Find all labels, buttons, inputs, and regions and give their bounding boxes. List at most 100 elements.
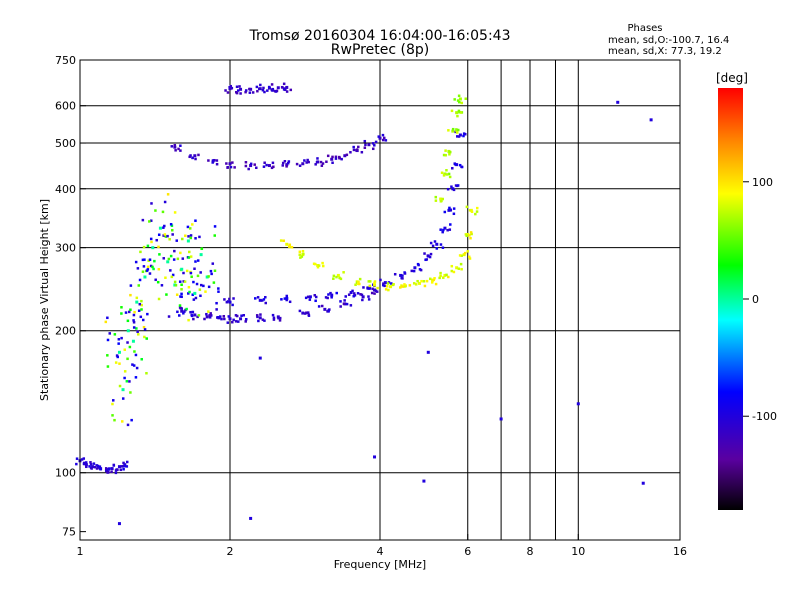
data-point xyxy=(499,417,503,421)
data-point xyxy=(302,252,305,256)
data-point xyxy=(439,243,443,246)
data-point xyxy=(195,282,199,286)
data-point xyxy=(215,159,219,162)
data-point xyxy=(160,284,164,287)
data-point xyxy=(448,206,451,210)
data-point xyxy=(306,158,309,162)
data-point xyxy=(82,457,86,460)
data-point xyxy=(234,320,238,323)
data-point xyxy=(163,233,167,236)
data-point xyxy=(357,280,360,284)
data-point xyxy=(114,361,118,364)
data-point xyxy=(129,391,132,394)
data-point xyxy=(191,310,195,314)
data-point xyxy=(433,277,436,280)
data-point xyxy=(314,299,317,303)
data-point xyxy=(177,147,180,151)
x-tick-label: 16 xyxy=(673,545,687,558)
data-point xyxy=(104,320,108,324)
data-point xyxy=(207,310,210,313)
data-point xyxy=(117,350,121,354)
data-point xyxy=(231,320,234,324)
data-point xyxy=(98,465,102,468)
data-point xyxy=(363,139,367,143)
data-point xyxy=(148,272,152,275)
data-point xyxy=(173,145,177,149)
data-point xyxy=(469,236,472,240)
data-point xyxy=(223,298,226,301)
data-point xyxy=(204,290,207,293)
data-point xyxy=(434,195,438,199)
data-point xyxy=(386,282,390,285)
data-point xyxy=(452,270,456,274)
data-point xyxy=(455,129,458,133)
data-point xyxy=(361,295,365,299)
data-point xyxy=(281,161,285,165)
data-point xyxy=(148,258,152,261)
data-point xyxy=(443,273,447,277)
data-point xyxy=(446,228,449,232)
data-point xyxy=(456,99,460,102)
data-point xyxy=(416,279,419,283)
data-point xyxy=(443,172,447,176)
data-point xyxy=(249,164,253,168)
data-point xyxy=(151,265,154,269)
data-point xyxy=(149,237,153,241)
data-point xyxy=(448,228,452,231)
data-point xyxy=(323,307,327,311)
data-point xyxy=(416,262,420,266)
y-tick-label: 300 xyxy=(55,242,76,255)
data-point xyxy=(177,314,181,317)
data-point xyxy=(399,286,402,289)
data-point xyxy=(226,91,230,94)
data-point xyxy=(347,293,351,296)
data-point xyxy=(116,355,119,359)
data-point xyxy=(209,269,213,273)
data-point xyxy=(228,162,232,166)
data-point xyxy=(185,307,188,311)
data-point xyxy=(424,258,427,262)
data-point xyxy=(88,465,91,468)
data-point xyxy=(267,85,271,89)
data-point xyxy=(140,357,143,361)
data-point xyxy=(343,299,346,302)
data-point xyxy=(150,240,153,244)
data-point xyxy=(455,184,459,188)
colorbar-tick-label: 0 xyxy=(752,293,759,306)
data-point xyxy=(331,155,334,159)
data-point xyxy=(342,302,346,305)
data-point xyxy=(307,160,310,164)
y-axis: 75 100 200 300 400 500 600 750 xyxy=(55,54,86,539)
data-point xyxy=(143,258,146,261)
data-point xyxy=(327,293,330,296)
data-point xyxy=(188,250,191,254)
data-point xyxy=(126,329,130,333)
data-point xyxy=(283,297,287,300)
data-point xyxy=(445,173,449,176)
data-point xyxy=(413,266,417,270)
data-point xyxy=(190,314,194,318)
data-point xyxy=(439,197,442,201)
data-point xyxy=(126,341,129,344)
data-point xyxy=(352,145,355,149)
data-point xyxy=(271,87,275,91)
data-point xyxy=(324,296,328,299)
data-point xyxy=(393,272,397,276)
data-point xyxy=(197,153,200,157)
data-point xyxy=(340,157,343,161)
data-point xyxy=(169,223,173,226)
data-point xyxy=(382,282,385,285)
data-point xyxy=(154,278,157,282)
data-point xyxy=(231,303,234,307)
data-point xyxy=(321,261,324,265)
data-point xyxy=(289,88,293,92)
data-point xyxy=(255,85,259,89)
data-point xyxy=(438,276,441,280)
data-point xyxy=(282,239,285,243)
data-point xyxy=(208,314,211,317)
data-point xyxy=(345,153,349,157)
data-point xyxy=(264,301,267,305)
data-point xyxy=(338,155,341,159)
data-point xyxy=(262,86,265,90)
data-point xyxy=(121,397,125,400)
